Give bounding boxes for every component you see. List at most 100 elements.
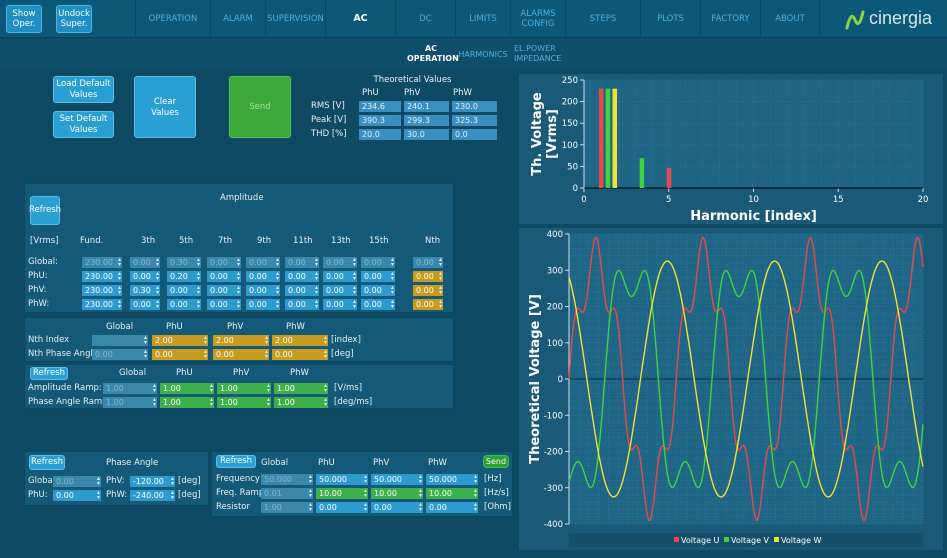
- nth-index-input[interactable]: 2.00 ▴ ▾: [152, 335, 208, 346]
- amp-input[interactable]: 0.20 ▴ ▾: [167, 271, 201, 282]
- freq-input[interactable]: 0.01 ▴ ▾: [261, 488, 313, 499]
- amp-input[interactable]: 0.00 ▴ ▾: [207, 285, 241, 296]
- y-tick-label: 100: [547, 339, 563, 349]
- amp-input[interactable]: 0.00 ▴ ▾: [130, 257, 160, 268]
- nth-phase-input[interactable]: 0.00 ▴ ▾: [272, 349, 328, 360]
- amp-input[interactable]: 0.00 ▴ ▾: [167, 299, 201, 310]
- amp-input[interactable]: 0.30 ▴ ▾: [130, 285, 160, 296]
- set-default-values-button[interactable]: Set Default Values: [53, 111, 114, 138]
- subtab-el-power-impedance[interactable]: EL.POWER IMPEDANCE: [514, 44, 562, 63]
- nth-index-input[interactable]: ▴ ▾: [92, 335, 148, 346]
- freq-input[interactable]: 0.00 ▴ ▾: [316, 502, 368, 513]
- subtab-harmonics[interactable]: HARMONICS: [458, 50, 508, 59]
- amp-input[interactable]: 0.00 ▴ ▾: [285, 257, 319, 268]
- amp-input[interactable]: 0.00 ▴ ▾: [130, 271, 160, 282]
- amp-input[interactable]: 0.00 ▴ ▾: [207, 257, 241, 268]
- tab-alarms-config[interactable]: ALARMS CONFIG: [510, 0, 565, 38]
- ramp-amp-input[interactable]: 1.00 ▴ ▾: [217, 383, 271, 394]
- amp-input[interactable]: 0.00 ▴ ▾: [323, 285, 357, 296]
- amp-input[interactable]: 0.00 ▴ ▾: [246, 257, 280, 268]
- ramp-phase-input[interactable]: 1.00 ▴ ▾: [274, 397, 328, 408]
- amp-input[interactable]: 0.00 ▴ ▾: [361, 257, 395, 268]
- amp-input[interactable]: 0.00 ▴ ▾: [413, 285, 443, 296]
- ramp-refresh-button[interactable]: Refresh: [30, 367, 68, 380]
- freq-input[interactable]: 50.000 ▴ ▾: [316, 474, 368, 485]
- tab-plots[interactable]: PLOTS: [640, 0, 700, 38]
- amp-input[interactable]: 0.00 ▴ ▾: [413, 271, 443, 282]
- nth-index-input[interactable]: 2.00 ▴ ▾: [213, 335, 269, 346]
- ramp-phase-input[interactable]: 1.00 ▴ ▾: [160, 397, 214, 408]
- tab-factory[interactable]: FACTORY: [700, 0, 760, 38]
- amp-input[interactable]: 0.00 ▴ ▾: [246, 271, 280, 282]
- tab-ac[interactable]: AC: [325, 0, 395, 38]
- tab-supervision[interactable]: SUPERVISION: [265, 0, 325, 38]
- phase-global-input[interactable]: 0.00 ▴ ▾: [53, 476, 101, 487]
- amp-input[interactable]: 0.00 ▴ ▾: [413, 299, 443, 310]
- theo-row-rms-label: RMS [V]: [311, 101, 345, 111]
- amp-input[interactable]: 0.00 ▴ ▾: [361, 271, 395, 282]
- ramp-phase-input[interactable]: 1.00 ▴ ▾: [103, 397, 157, 408]
- amp-input[interactable]: 0.00 ▴ ▾: [361, 285, 395, 296]
- amp-input[interactable]: 0.00 ▴ ▾: [361, 299, 395, 310]
- nth-phase-input[interactable]: 0.00 ▴ ▾: [92, 349, 148, 360]
- ramp-amp-input[interactable]: 1.00 ▴ ▾: [103, 383, 157, 394]
- amp-input[interactable]: 0.00 ▴ ▾: [323, 257, 357, 268]
- clear-values-button[interactable]: Clear Values: [134, 76, 196, 138]
- amp-input[interactable]: 230.00 ▴ ▾: [82, 257, 122, 268]
- freq-input[interactable]: 50.000 ▴ ▾: [371, 474, 423, 485]
- nth-phase-unit: [deg]: [331, 349, 354, 359]
- ramp-amp-input[interactable]: 1.00 ▴ ▾: [274, 383, 328, 394]
- y-tick-label: 250: [562, 76, 578, 86]
- tab-dc[interactable]: DC: [395, 0, 455, 38]
- tab-alarm[interactable]: ALARM: [210, 0, 265, 38]
- load-default-values-button[interactable]: Load Default Values: [53, 76, 114, 103]
- freq-input[interactable]: 1.00 ▴ ▾: [261, 502, 313, 513]
- amp-input[interactable]: 230.00 ▴ ▾: [82, 285, 122, 296]
- freq-input[interactable]: 10.00 ▴ ▾: [316, 488, 368, 499]
- freq-send-button[interactable]: Send: [483, 455, 509, 468]
- tab-operation[interactable]: OPERATION: [135, 0, 210, 38]
- nth-index-input[interactable]: 2.00 ▴ ▾: [272, 335, 328, 346]
- tab-steps[interactable]: STEPS: [565, 0, 640, 38]
- legend-label: Voltage U: [681, 536, 720, 545]
- freq-input[interactable]: 10.00 ▴ ▾: [426, 488, 478, 499]
- nth-phase-input[interactable]: 0.00 ▴ ▾: [152, 349, 208, 360]
- phase-phw-input[interactable]: -240.00 ▴ ▾: [130, 490, 175, 501]
- freq-input[interactable]: 50.000 ▴ ▾: [261, 474, 313, 485]
- theo-peak-phu: 390.3: [359, 115, 401, 126]
- amp-input[interactable]: 230.00 ▴ ▾: [82, 299, 122, 310]
- amp-input[interactable]: 0.00 ▴ ▾: [413, 257, 443, 268]
- send-top-button[interactable]: Send: [229, 76, 291, 138]
- amplitude-refresh-button[interactable]: Refresh: [29, 196, 61, 225]
- amp-input[interactable]: 0.00 ▴ ▾: [207, 299, 241, 310]
- nth-phase-input[interactable]: 0.00 ▴ ▾: [213, 349, 269, 360]
- amp-input[interactable]: 0.00 ▴ ▾: [323, 299, 357, 310]
- ramp-phase-input[interactable]: 1.00 ▴ ▾: [217, 397, 271, 408]
- freq-input[interactable]: 0.00 ▴ ▾: [371, 502, 423, 513]
- amp-input[interactable]: 0.00 ▴ ▾: [246, 299, 280, 310]
- amp-input[interactable]: 0.00 ▴ ▾: [285, 271, 319, 282]
- amp-input[interactable]: 0.00 ▴ ▾: [130, 299, 160, 310]
- amp-input[interactable]: 230.00 ▴ ▾: [82, 271, 122, 282]
- subtab-ac-operation[interactable]: AC OPERATION: [407, 44, 459, 63]
- freq-refresh-button[interactable]: Refresh: [216, 455, 256, 468]
- show-oper-button[interactable]: Show Oper.: [6, 5, 42, 33]
- amp-input[interactable]: 0.00 ▴ ▾: [246, 285, 280, 296]
- amp-input[interactable]: 0.00 ▴ ▾: [207, 271, 241, 282]
- ramp-amp-input[interactable]: 1.00 ▴ ▾: [160, 383, 214, 394]
- tab-about[interactable]: ABOUT: [760, 0, 820, 38]
- phase-phv-input[interactable]: -120.00 ▴ ▾: [130, 476, 175, 487]
- undock-super-button[interactable]: Undock Super.: [56, 5, 92, 33]
- amp-input[interactable]: 0.00 ▴ ▾: [323, 271, 357, 282]
- phase-refresh-button[interactable]: Refresh: [29, 455, 65, 470]
- freq-input[interactable]: 10.00 ▴ ▾: [371, 488, 423, 499]
- freq-input[interactable]: 0.00 ▴ ▾: [426, 502, 478, 513]
- amp-input[interactable]: 0.00 ▴ ▾: [285, 285, 319, 296]
- ramp-col-global: Global: [119, 368, 147, 378]
- phase-phu-input[interactable]: 0.00 ▴ ▾: [53, 490, 101, 501]
- tab-limits[interactable]: LIMITS: [455, 0, 510, 38]
- amp-input[interactable]: 0.30 ▴ ▾: [167, 257, 201, 268]
- amp-input[interactable]: 0.00 ▴ ▾: [167, 285, 201, 296]
- amp-input[interactable]: 0.00 ▴ ▾: [285, 299, 319, 310]
- freq-input[interactable]: 50.000 ▴ ▾: [426, 474, 478, 485]
